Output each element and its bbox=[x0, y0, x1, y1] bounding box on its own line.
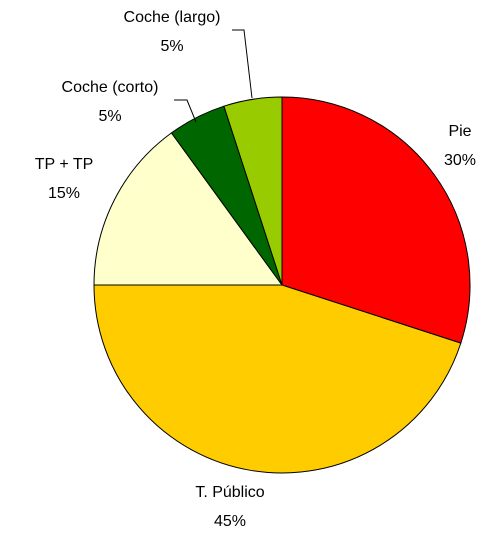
pie-slice bbox=[93, 132, 283, 286]
slice-label: T. Público bbox=[195, 484, 264, 501]
slice-value-label: 45% bbox=[214, 513, 246, 530]
leader-line bbox=[174, 99, 197, 123]
pie-slice bbox=[281, 96, 471, 344]
slice-label: TP + TP bbox=[35, 156, 94, 173]
slice-value-label: 30% bbox=[444, 152, 476, 169]
slice-value-label: 5% bbox=[98, 108, 121, 125]
slice-label: Coche (corto) bbox=[62, 79, 159, 96]
pie-slice bbox=[93, 284, 462, 474]
slice-label: Coche (largo) bbox=[124, 9, 221, 26]
leader-line bbox=[232, 29, 253, 99]
slice-label: Pie bbox=[448, 123, 471, 140]
pie-slice bbox=[223, 96, 283, 286]
slice-value-label: 15% bbox=[48, 185, 80, 202]
slice-value-label: 5% bbox=[160, 38, 183, 55]
